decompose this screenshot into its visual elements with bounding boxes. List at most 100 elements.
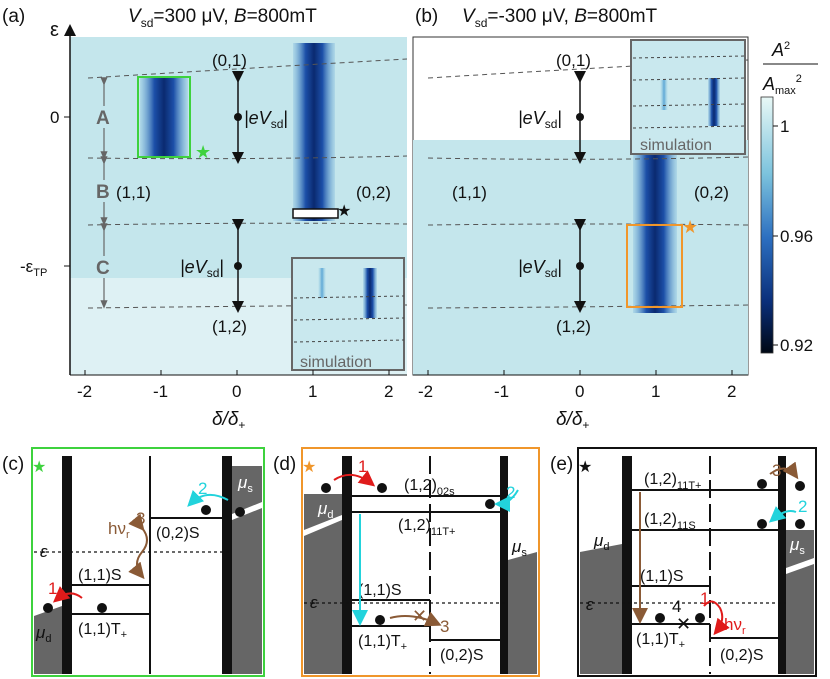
colorbar-tick-label-092: 0.92 xyxy=(780,336,813,355)
panel-c-barrier-right xyxy=(222,456,232,674)
panel-d-arrow-1 xyxy=(333,470,376,487)
panel-c-label-11T: (1,1)T+ xyxy=(78,621,127,641)
panel-b-title: Vsd=-300 μV, B=800mT xyxy=(462,6,658,30)
tick-zero-label: 0 xyxy=(50,108,59,127)
panel-c-electron-source xyxy=(235,507,245,517)
evsd-dot-b-top xyxy=(576,113,584,121)
inset-b-simulation xyxy=(630,39,746,155)
panel-d-source-lead xyxy=(508,552,537,674)
panel-e-num-2: 2 xyxy=(798,497,807,516)
panel-e-source-lead-top xyxy=(786,530,814,568)
panel-d-electron-drain xyxy=(321,483,331,493)
x-tick-a-0: 0 xyxy=(232,382,241,401)
tick-tp-label: -εTP xyxy=(20,257,47,279)
panel-e-num-3: 3 xyxy=(772,461,781,480)
evsd-dot-a-bottom xyxy=(234,262,242,270)
evsd-dot-b-bottom xyxy=(576,262,584,270)
panel-d-num-3: 3 xyxy=(440,617,449,636)
panel-d-arrow-2 xyxy=(494,489,519,512)
state-a-11: (1,1) xyxy=(116,183,151,202)
colorbar: A2 Amax2 1 0.96 0.92 xyxy=(760,40,818,355)
panel-c-mu-d: μd xyxy=(35,623,51,645)
state-a-02: (0,2) xyxy=(356,183,391,202)
panel-e-frame xyxy=(577,447,817,677)
panel-e-label-11T: (1,1)T+ xyxy=(636,631,685,651)
panel-a: (a) Vsd=300 μV, B=800mT ★ ★ ε 0 -εTP xyxy=(2,6,408,432)
panel-e-source-lead xyxy=(786,564,814,674)
evsd-label-b-top: |eVsd| xyxy=(518,108,562,131)
panel-e-electron-source-a xyxy=(795,481,805,491)
x-tick-a-m2: -2 xyxy=(77,382,92,401)
state-a-12: (1,2) xyxy=(212,317,247,336)
panel-d-blocked-icon: ✕ xyxy=(412,606,427,626)
map-a-stripe-center xyxy=(293,43,335,221)
panel-d-label-11T: (1,1)T+ xyxy=(358,633,407,653)
map-b-stripe xyxy=(633,155,677,313)
inset-a-simulation xyxy=(291,257,405,371)
panel-e-arrow-1 xyxy=(703,600,730,636)
black-highlight-box xyxy=(292,208,339,219)
x-tick-b-0: 0 xyxy=(575,382,584,401)
panel-c-num-3: 3 xyxy=(136,509,145,528)
panel-d-num-1: 1 xyxy=(358,457,367,476)
panel-c-num-2: 2 xyxy=(198,479,207,498)
panel-c-electron-02S xyxy=(201,505,211,515)
panel-c-num-1: 1 xyxy=(48,579,57,598)
panel-a-title: Vsd=300 μV, B=800mT xyxy=(128,6,317,30)
panel-e-barrier-right xyxy=(778,456,786,674)
panel-d-label-12-11T: (1,2)11T+ xyxy=(398,517,455,538)
panel-e: (e) ★ μd μs ε (1,2)11T+ (1,2)11S (1,1)S … xyxy=(550,447,817,677)
panel-e-label-12-11S: (1,2)11S xyxy=(644,511,696,532)
x-tick-a-m1: -1 xyxy=(153,382,168,401)
panel-d-label: (d) xyxy=(273,454,296,475)
x-tick-b-2: 2 xyxy=(727,382,736,401)
green-star-icon: ★ xyxy=(195,142,211,162)
panel-d-label-02S: (0,2)S xyxy=(440,647,484,664)
panel-e-electron-11T xyxy=(655,613,665,623)
panel-d-drain-lead xyxy=(304,520,342,674)
panel-d-label-12-02s: (1,2)02s xyxy=(404,477,455,498)
panel-a-label: (a) xyxy=(2,6,25,27)
panel-e-electron-12b xyxy=(757,519,767,529)
orange-highlight-box xyxy=(626,224,683,308)
x-tick-b-m1: -1 xyxy=(494,382,509,401)
panel-d-barrier-right xyxy=(500,456,508,674)
panel-e-num-1: 1 xyxy=(700,589,709,608)
panel-e-electron-source-b xyxy=(795,519,805,529)
x-tick-a-1: 1 xyxy=(308,382,317,401)
panel-e-mu-s: μs xyxy=(789,535,805,557)
panel-c-electron-drain xyxy=(43,603,53,613)
evsd-label-b-bottom: |eVsd| xyxy=(518,257,562,280)
panel-c-source-lead xyxy=(232,508,262,674)
panel-c-frame xyxy=(31,447,265,677)
panel-b: (b) Vsd=-300 μV, B=800mT ★ (0,1) (1,1) (… xyxy=(412,6,749,432)
panel-d-frame xyxy=(301,447,540,677)
region-arrows xyxy=(94,77,114,309)
panel-d-star-icon: ★ xyxy=(302,459,316,476)
panel-c-arrow-3 xyxy=(128,513,148,580)
panel-e-label-12-11T: (1,2)11T+ xyxy=(644,471,701,492)
state-b-11: (1,1) xyxy=(452,183,487,202)
epsilon-axis-label: ε xyxy=(50,19,59,41)
panel-d-arrow-3 xyxy=(389,611,442,627)
panel-d-epsilon: ε xyxy=(310,593,318,612)
panel-e-hv: hνr xyxy=(724,615,746,637)
panel-d-num-2: 2 xyxy=(506,483,515,502)
panel-e-label-02S: (0,2)S xyxy=(720,647,764,664)
x-ticks-b xyxy=(427,370,733,375)
inset-a-label: simulation xyxy=(300,354,372,371)
panel-d-mu-s: μs xyxy=(511,537,527,559)
panel-e-arrow-3 xyxy=(769,461,799,480)
panel-e-star-icon: ★ xyxy=(578,459,592,476)
panel-c-mu-s: μs xyxy=(237,473,253,495)
region-a-label: A xyxy=(96,108,110,129)
black-star-icon: ★ xyxy=(337,203,351,220)
panel-c: (c) ★ μs μd ε (0,2)S (1,1)S (1,1)T+ 1 2 … xyxy=(2,447,265,677)
state-b-01: (0,1) xyxy=(556,51,591,70)
panel-c-label: (c) xyxy=(2,454,24,475)
panel-d-electron-11T xyxy=(375,615,385,625)
panel-e-drain-lead xyxy=(580,544,622,674)
panel-c-hv: hνr xyxy=(108,519,130,541)
orange-star-icon: ★ xyxy=(682,217,698,237)
panel-c-source-lead-top xyxy=(232,466,262,514)
